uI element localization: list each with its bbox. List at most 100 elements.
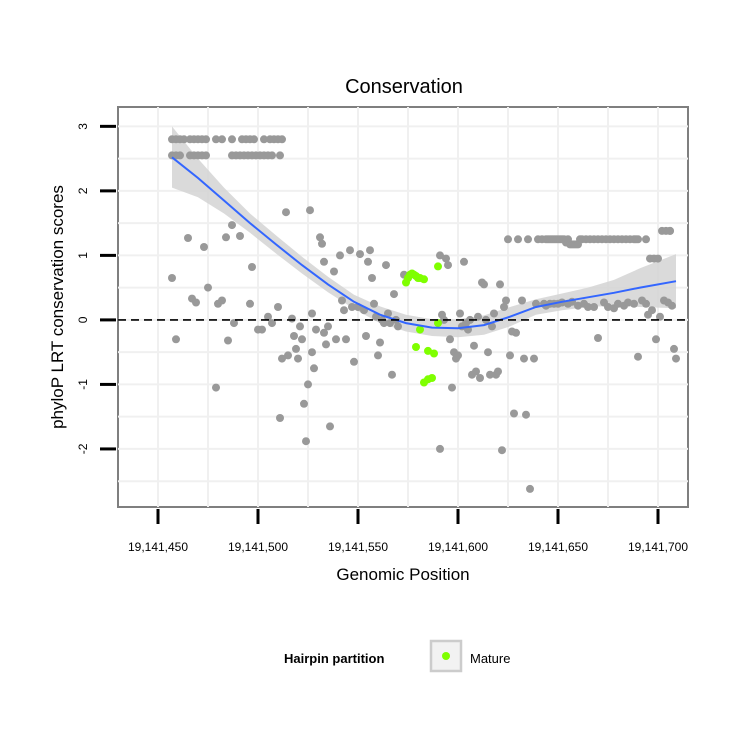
other-point [304, 380, 312, 389]
mature-point [412, 343, 420, 351]
other-point [264, 312, 272, 321]
other-point [278, 135, 286, 144]
other-point [514, 235, 522, 244]
other-point [268, 319, 276, 328]
other-point [500, 303, 508, 311]
other-point [336, 251, 344, 260]
y-tick-label: -2 [76, 443, 90, 454]
other-point [312, 325, 320, 334]
other-point [470, 341, 478, 350]
other-point [436, 444, 444, 453]
other-point [642, 235, 650, 244]
other-point [306, 206, 314, 215]
other-point [652, 335, 660, 344]
other-point [192, 298, 200, 307]
other-point [614, 299, 622, 308]
other-point [180, 135, 188, 144]
other-point [502, 296, 510, 305]
other-point [230, 319, 238, 328]
other-point [526, 484, 534, 493]
other-point [348, 303, 356, 311]
y-axis-title: phyloP LRT conservation scores [48, 185, 67, 429]
other-point [212, 135, 220, 144]
other-point [260, 135, 268, 144]
other-point [246, 299, 254, 308]
other-point [202, 135, 210, 144]
other-point [648, 306, 656, 315]
other-point [218, 135, 226, 144]
other-point [654, 254, 662, 263]
other-point [332, 335, 340, 344]
other-point [384, 309, 392, 318]
other-point [668, 301, 676, 310]
legend-label-mature: Mature [470, 651, 510, 666]
other-point [630, 299, 638, 308]
other-point [442, 254, 450, 263]
mature-point [424, 346, 432, 355]
other-point [268, 151, 276, 160]
other-point [184, 234, 192, 242]
data-points [168, 135, 680, 493]
other-point [490, 309, 498, 318]
other-point [338, 296, 346, 305]
other-point [666, 226, 674, 235]
mature-point [402, 278, 410, 287]
other-point [340, 306, 348, 315]
other-point [484, 348, 492, 357]
other-point [202, 151, 210, 160]
x-tick-label: 19,141,500 [228, 540, 288, 554]
legend-key-mature [442, 652, 450, 660]
other-point [282, 208, 290, 217]
other-point [366, 246, 374, 255]
other-point [310, 364, 318, 373]
other-point [476, 374, 484, 382]
other-point [460, 257, 468, 266]
other-point [672, 354, 680, 363]
other-point [590, 303, 598, 311]
other-point [364, 257, 372, 266]
mature-point [416, 325, 424, 334]
mature-point [434, 262, 442, 271]
other-point [474, 312, 482, 321]
y-tick-label: 0 [76, 316, 90, 323]
plot-panel [117, 106, 689, 508]
other-point [656, 312, 664, 321]
other-point [330, 267, 338, 276]
chart-title: Conservation [345, 76, 463, 98]
other-point [228, 221, 236, 230]
other-point [494, 367, 502, 376]
y-tick-label: 3 [76, 123, 90, 130]
other-point [300, 399, 308, 408]
other-point [642, 299, 650, 308]
y-tick-label: 1 [76, 252, 90, 259]
other-point [436, 251, 444, 260]
other-point [486, 370, 494, 379]
other-point [308, 309, 316, 318]
other-point [524, 235, 532, 244]
other-point [390, 290, 398, 299]
other-point [316, 233, 324, 242]
other-point [496, 280, 504, 289]
other-point [278, 354, 286, 363]
other-point [446, 335, 454, 344]
mature-point [428, 374, 436, 382]
other-point [276, 151, 284, 160]
x-tick-label: 19,141,450 [128, 540, 188, 554]
x-tick-label: 19,141,550 [328, 540, 388, 554]
other-point [456, 309, 464, 318]
other-point [346, 246, 354, 255]
x-axis: 19,141,450 19,141,500 19,141,550 19,141,600… [128, 509, 688, 554]
y-tick-label: -1 [76, 379, 90, 390]
other-point [574, 301, 582, 310]
other-point [454, 351, 462, 360]
other-point [218, 296, 226, 305]
x-axis-title: Genomic Position [336, 565, 469, 584]
other-point [670, 344, 678, 353]
other-point [168, 274, 176, 282]
other-point [176, 151, 184, 160]
other-point [172, 335, 180, 344]
other-point [292, 344, 300, 353]
other-point [594, 334, 602, 342]
other-point [290, 332, 298, 340]
